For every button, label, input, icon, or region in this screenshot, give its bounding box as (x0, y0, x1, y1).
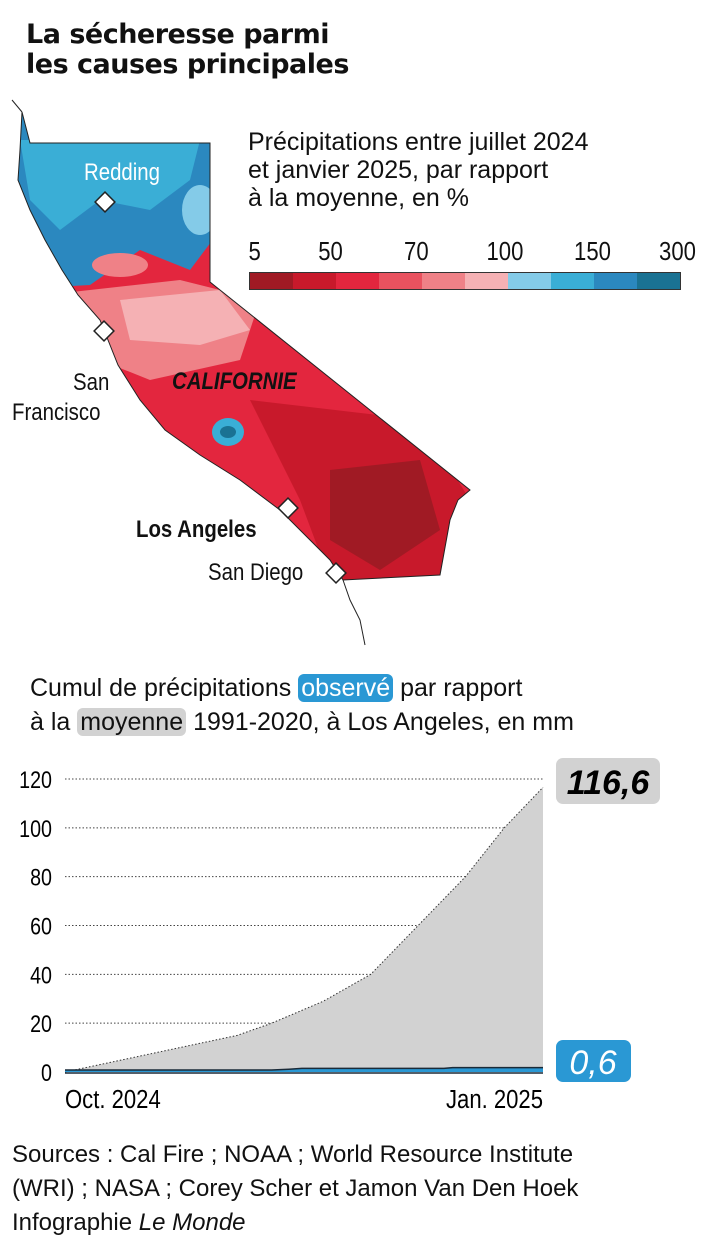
san-francisco-marker (93, 320, 115, 342)
sources-line: Sources : Cal Fire ; NOAA ; World Resour… (12, 1141, 574, 1168)
legend-title-line: à la moyenne, en % (248, 184, 469, 212)
x-tick-label: Jan. 2025 (446, 1085, 543, 1114)
legend-title-line: et janvier 2025, par rapport (248, 156, 549, 184)
y-tick-label: 0 (41, 1059, 52, 1086)
title-line: les causes principales (26, 49, 349, 80)
heading-text: 1991-2020, à Los Angeles, en mm (193, 708, 574, 736)
city-label-san-francisco: Francisco (12, 399, 101, 426)
y-tick-label: 120 (19, 766, 52, 793)
sources: Sources : Cal Fire ; NOAA ; World Resour… (12, 1138, 717, 1240)
legend-tick: 70 (404, 236, 429, 266)
city-label-los-angeles: Los Angeles (136, 516, 257, 543)
y-tick-label: 60 (30, 913, 52, 940)
region-label: CALIFORNIE (172, 368, 297, 395)
legend-swatch (508, 273, 551, 289)
city-label-san-francisco: San (73, 369, 110, 396)
page-title: La sécheresse parmi les causes principal… (26, 20, 349, 80)
legend-tick: 100 (486, 236, 524, 266)
average-line (64, 786, 544, 1073)
legend-swatch (379, 273, 422, 289)
x-tick-label: Oct. 2024 (65, 1085, 161, 1114)
y-tick-label: 80 (30, 864, 52, 891)
cumulative-precip-chart: 0 20 40 60 80 100 120 Oct. 2024 Jan. 2025 116,6 0,… (19, 758, 660, 1114)
legend-swatch (551, 273, 594, 289)
credit: Infographie Le Monde (12, 1206, 717, 1240)
chart-heading-line2: à la moyenne 1991-2020, à Los Angeles, e… (30, 707, 574, 737)
legend-swatch (465, 273, 508, 289)
legend-title: Précipitations entre juillet 2024 et jan… (248, 128, 688, 212)
legend-tick: 150 (574, 236, 611, 266)
legend-swatch (250, 273, 293, 289)
legend-tick: 50 (318, 236, 343, 266)
legend-swatch (594, 273, 637, 289)
y-tick-label: 100 (19, 815, 52, 842)
observed-end-label: 0,6 (569, 1044, 616, 1082)
city-label-san-diego: San Diego (208, 559, 304, 586)
legend-ticks: 5 50 70 100 150 300 (240, 236, 696, 266)
average-end-label-bg (556, 758, 660, 804)
legend-swatch (422, 273, 465, 289)
title-line: La sécheresse parmi (26, 19, 329, 50)
y-tick-label: 40 (30, 961, 52, 988)
city-markers (93, 191, 347, 584)
san-diego-marker (325, 562, 347, 584)
city-label-redding: Redding (84, 159, 160, 186)
credit-publisher: Le Monde (138, 1209, 246, 1236)
legend-title-line: Précipitations entre juillet 2024 (248, 128, 589, 156)
legend-swatch (293, 273, 336, 289)
legend-swatch (637, 273, 680, 289)
chart-heading-line1: Cumul de précipitations observé par rapp… (30, 673, 522, 703)
legend-swatch (336, 273, 379, 289)
y-tick-label: 20 (30, 1010, 52, 1037)
average-area (65, 787, 543, 1072)
heading-text: par rapport (400, 674, 523, 702)
heading-text: à la (30, 708, 71, 736)
legend-tick: 300 (659, 236, 696, 266)
los-angeles-marker (277, 497, 299, 519)
legend-average: moyenne (77, 708, 187, 736)
legend-tick: 5 (248, 236, 261, 266)
redding-marker (94, 191, 116, 213)
observed-line (65, 1066, 543, 1071)
credit-text: Infographie (12, 1209, 133, 1236)
average-end-label: 116,6 (567, 764, 651, 802)
legend-color-scale (249, 272, 681, 290)
sources-line: (WRI) ; NASA ; Corey Scher et Jamon Van … (12, 1175, 579, 1202)
border-line (342, 579, 366, 646)
observed-end-label-bg (556, 1040, 631, 1082)
california-map (11, 99, 471, 646)
legend-observed: observé (298, 674, 394, 702)
heading-text: Cumul de précipitations (30, 674, 292, 702)
